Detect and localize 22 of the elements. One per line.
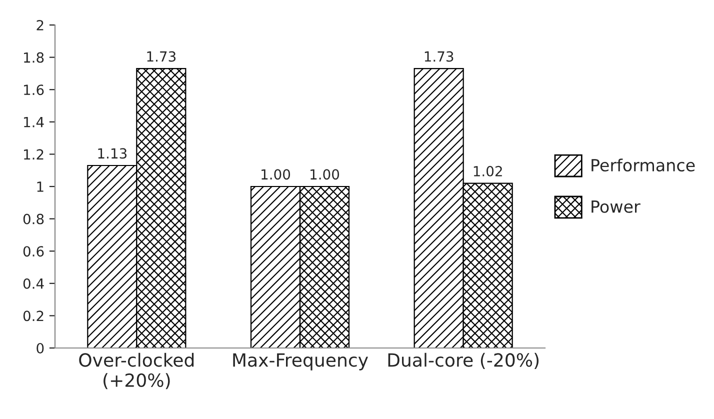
data-label: 1.02 <box>474 166 502 176</box>
data-label: 1.00 <box>310 169 340 180</box>
data-label: 1.13 <box>98 148 127 159</box>
y-tick-label: 0.6 <box>23 246 44 257</box>
y-tick-label: 2 <box>36 20 44 30</box>
data-label: 1.73 <box>424 51 454 62</box>
x-tick-label: Max-Frequency <box>233 353 368 370</box>
y-tick-label: 1 <box>37 182 44 192</box>
x-tick-label: Over-clocked (+20%) <box>79 352 194 390</box>
data-label: 1.00 <box>262 169 290 180</box>
y-tick-label: 1.8 <box>24 52 44 63</box>
y-tick-label: 0.4 <box>23 278 44 289</box>
y-tick-label: 0.2 <box>23 310 44 322</box>
data-label: 1.73 <box>147 51 176 62</box>
y-tick-label: 1.4 <box>24 117 44 128</box>
legend-label: Performance <box>592 158 695 172</box>
y-tick-label: 0.8 <box>23 214 44 224</box>
y-tick-label: 1.6 <box>24 84 44 96</box>
y-tick-label: 0 <box>36 342 44 354</box>
y-tick-label: 1.2 <box>24 149 44 160</box>
legend-label: Power <box>592 200 640 213</box>
x-tick-label: Dual-core (-20%) <box>388 352 539 369</box>
